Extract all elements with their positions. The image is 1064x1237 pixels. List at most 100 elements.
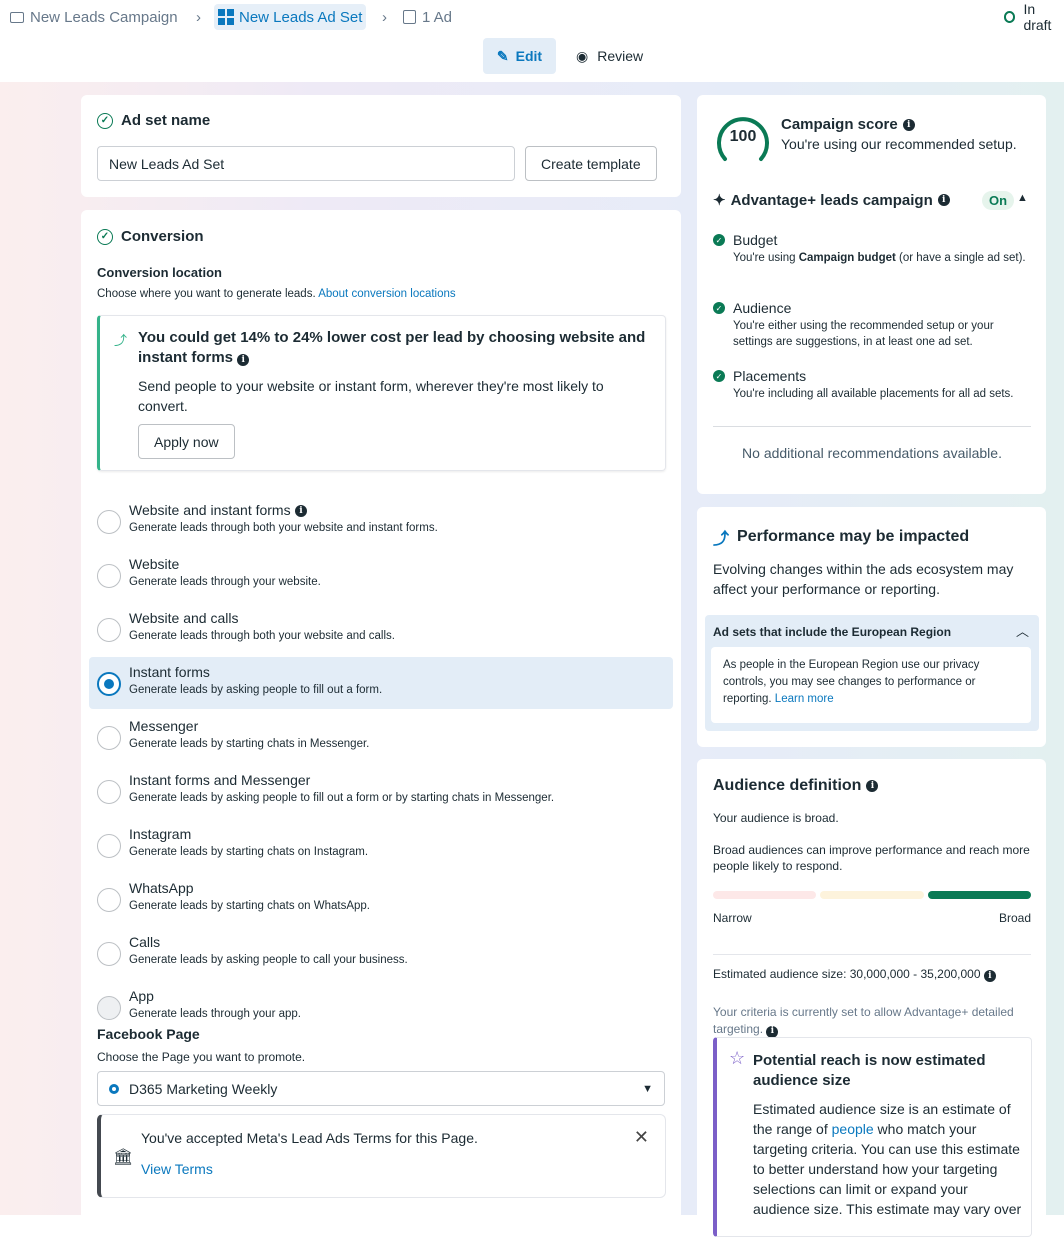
terms-notice: 🏛 You've accepted Meta's Lead Ads Terms …: [97, 1114, 666, 1198]
info-icon[interactable]: i: [766, 1025, 779, 1038]
info-icon[interactable]: i: [295, 505, 307, 517]
conversion-card: ✓ Conversion Conversion location Choose w…: [81, 210, 681, 1220]
breadcrumb-ad[interactable]: 1 Ad: [403, 4, 452, 30]
card-title: Audience definition: [713, 777, 862, 794]
conversion-option[interactable]: App Generate leads through your app.: [89, 981, 673, 1033]
divider: [713, 954, 1031, 955]
facebook-page-select[interactable]: D365 Marketing Weekly ▼: [97, 1071, 665, 1106]
facebook-page-label: Facebook Page: [97, 1026, 200, 1042]
reach-notice: ☆ Potential reach is now estimated audie…: [713, 1037, 1032, 1237]
score-title: Campaign score: [781, 116, 898, 133]
score-desc: You're using our recommended setup.: [781, 136, 1017, 152]
divider: [713, 426, 1031, 427]
learn-more-link[interactable]: Learn more: [774, 693, 834, 705]
option-desc: Generate leads by asking people to fill …: [129, 684, 383, 696]
view-terms-link[interactable]: View Terms: [141, 1161, 213, 1177]
advantage-title: Advantage+ leads campaign: [730, 191, 933, 209]
conversion-location-label: Conversion location: [97, 265, 222, 280]
tip-body: Send people to your website or instant f…: [138, 378, 604, 414]
radio-button[interactable]: [97, 888, 121, 912]
adset-name-card: ✓ Ad set name New Leads Ad Set Create tem…: [81, 95, 681, 197]
conversion-option[interactable]: Website and calls Generate leads through …: [89, 603, 673, 655]
tab-edit[interactable]: ✎ Edit: [483, 38, 556, 74]
audience-desc: Broad audiences can improve performance …: [713, 843, 1030, 873]
breadcrumb-campaign[interactable]: New Leads Campaign: [10, 4, 178, 30]
option-desc: Generate leads by asking people to call …: [129, 954, 408, 966]
radio-button[interactable]: [97, 510, 121, 534]
section-body: As people in the European Region use our…: [711, 647, 1031, 723]
breadcrumb-adset[interactable]: New Leads Ad Set: [214, 4, 367, 30]
tip-box: ⤴ You could get 14% to 24% lower cost pe…: [97, 315, 666, 471]
conversion-option[interactable]: Messenger Generate leads by starting chat…: [89, 711, 673, 763]
conversion-option[interactable]: Instant forms Generate leads by asking pe…: [89, 657, 673, 709]
score-value: 100: [729, 128, 757, 145]
conversion-option[interactable]: Instant forms and Messenger Generate lead…: [89, 765, 673, 817]
top-bar: New Leads Campaign › New Leads Ad Set › …: [0, 0, 1064, 82]
radio-button[interactable]: [97, 618, 121, 642]
check-circle-icon: ✓: [713, 234, 725, 246]
option-label: Instant forms: [129, 664, 210, 680]
criteria-text: Your criteria is currently set to allow …: [713, 1005, 1014, 1038]
facebook-page-desc: Choose the Page you want to promote.: [97, 1050, 306, 1064]
option-desc: Generate leads through your website.: [129, 576, 321, 588]
advantage-state-badge: On: [982, 191, 1015, 210]
caret-up-icon[interactable]: ▲: [1017, 192, 1028, 204]
option-desc: Generate leads by starting chats in Mess…: [129, 738, 370, 750]
close-icon[interactable]: ✕: [633, 1127, 649, 1147]
guidance-item: ✓ Budget You're using Campaign budget (or …: [713, 232, 1033, 266]
audience-meter: [713, 891, 1031, 899]
trend-icon: ⤴: [713, 531, 730, 548]
check-circle-icon: ✓: [97, 112, 113, 129]
trend-icon: ⤴: [114, 333, 128, 348]
info-icon: i: [237, 354, 250, 366]
radio-button[interactable]: [97, 564, 121, 588]
apply-now-button[interactable]: Apply now: [138, 424, 235, 459]
meter-broad-label: Broad: [998, 911, 1031, 925]
european-region-section: Ad sets that include the European Region…: [705, 615, 1039, 731]
radio-button[interactable]: [97, 726, 121, 750]
about-conversion-link[interactable]: About conversion locations: [318, 288, 456, 300]
option-label: App: [129, 988, 154, 1004]
status-circle-icon: [1004, 11, 1016, 23]
meter-segment-broad: [927, 891, 1031, 899]
conversion-option[interactable]: WhatsApp Generate leads by starting chats…: [89, 873, 673, 925]
section-title: Ad sets that include the European Region: [713, 625, 952, 639]
radio-button[interactable]: [97, 672, 121, 696]
radio-button[interactable]: [97, 780, 121, 804]
performance-body: Evolving changes within the ads ecosyste…: [713, 561, 1014, 597]
option-desc: Generate leads by starting chats on What…: [129, 900, 370, 912]
meter-segment-mid: [820, 891, 924, 899]
check-circle-icon: ✓: [713, 370, 725, 382]
radio-button[interactable]: [97, 834, 121, 858]
people-link[interactable]: people: [831, 1121, 874, 1137]
info-icon[interactable]: i: [866, 780, 879, 792]
create-template-button[interactable]: Create template: [525, 146, 657, 181]
radio-button[interactable]: [97, 942, 121, 966]
option-label: Messenger: [129, 718, 199, 734]
notice-body: Estimated audience size is an estimate o…: [753, 1101, 1022, 1217]
option-label: Calls: [129, 934, 161, 950]
eye-icon: ◉: [576, 47, 589, 64]
guidance-item: ✓ Audience You're either using the recomme…: [713, 300, 1033, 350]
tab-review[interactable]: ◉ Review: [576, 47, 644, 65]
option-label: Website and instant forms: [129, 502, 291, 518]
conversion-option[interactable]: Calls Generate leads by asking people to …: [89, 927, 673, 979]
conversion-option[interactable]: Website Generate leads through your websi…: [89, 549, 673, 601]
item-title: Budget: [733, 232, 778, 248]
item-title: Placements: [733, 368, 807, 384]
radio-button[interactable]: [97, 996, 121, 1020]
option-desc: Generate leads by starting chats on Inst…: [129, 846, 369, 858]
no-recommendations-text: No additional recommendations available.: [742, 445, 1002, 461]
conversion-option[interactable]: Instagram Generate leads by starting chat…: [89, 819, 673, 871]
chevron-up-icon[interactable]: ︿: [1015, 624, 1029, 639]
campaign-score-card: 100 Campaign score i You're using our rec…: [697, 95, 1046, 494]
audience-size: Estimated audience size: 30,000,000 - 35…: [713, 967, 996, 982]
info-icon[interactable]: i: [937, 194, 950, 206]
info-icon[interactable]: i: [902, 118, 915, 131]
info-icon[interactable]: i: [983, 970, 996, 982]
adset-name-input[interactable]: New Leads Ad Set: [97, 146, 515, 181]
notice-title: Potential reach is now estimated audienc…: [753, 1052, 986, 1089]
card-title: Performance may be impacted: [737, 528, 970, 545]
audience-card: Audience definition i Your audience is br…: [697, 759, 1046, 1237]
conversion-option[interactable]: Website and instant forms i Generate leads…: [89, 495, 673, 547]
